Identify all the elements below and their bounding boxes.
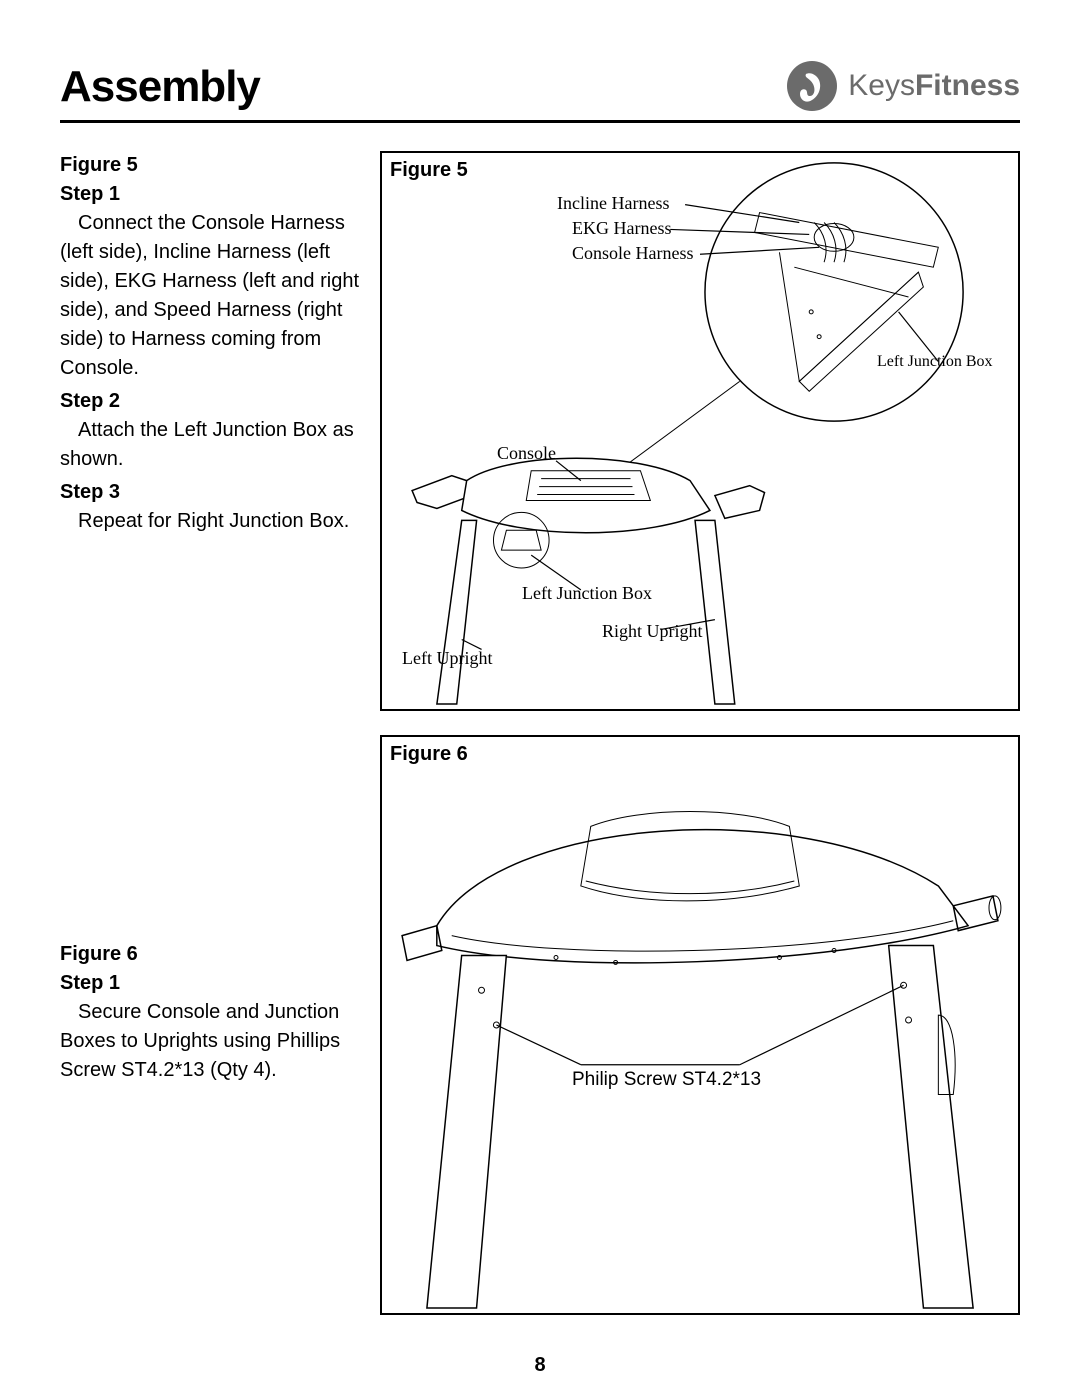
fig6-heading: Figure 6 xyxy=(60,940,360,969)
label-left-junction-box: Left Junction Box xyxy=(522,583,652,604)
instructions-column: Figure 5 Step 1 Connect the Console Harn… xyxy=(60,151,360,1315)
brand-block: KeysFitness xyxy=(786,60,1020,112)
brand-fitness: Fitness xyxy=(915,69,1020,102)
keysfitness-logo-icon xyxy=(786,60,838,112)
fig5-heading: Figure 5 xyxy=(60,151,360,180)
content-area: Figure 5 Step 1 Connect the Console Harn… xyxy=(60,151,1020,1315)
brand-text: KeysFitness xyxy=(848,69,1020,103)
fig5-step3-body: Repeat for Right Junction Box. xyxy=(60,507,360,536)
fig6-step1-label: Step 1 xyxy=(60,969,360,998)
fig6-step1-body: Secure Console and Junction Boxes to Upr… xyxy=(60,998,360,1085)
figure6-diagram xyxy=(382,737,1018,1313)
page-header: Assembly KeysFitness xyxy=(60,60,1020,123)
brand-keys: Keys xyxy=(848,69,915,102)
figures-column: Figure 5 xyxy=(380,151,1020,1315)
label-left-junction-box-detail: Left Junction Box xyxy=(877,353,993,371)
label-ekg-harness: EKG Harness xyxy=(572,218,671,239)
figure6-label: Figure 6 xyxy=(390,743,468,766)
label-right-upright: Right Upright xyxy=(602,621,703,642)
label-philip-screw: Philip Screw ST4.2*13 xyxy=(572,1069,761,1091)
fig5-step3-label: Step 3 xyxy=(60,478,360,507)
figure5-instructions: Figure 5 Step 1 Connect the Console Harn… xyxy=(60,151,360,536)
figure5-label: Figure 5 xyxy=(390,159,468,182)
fig5-step2-label: Step 2 xyxy=(60,387,360,416)
fig5-step1-body: Connect the Console Harness (left side),… xyxy=(60,209,360,383)
figure6-box: Figure 6 xyxy=(380,735,1020,1315)
page-title: Assembly xyxy=(60,62,260,112)
figure6-instructions: Figure 6 Step 1 Secure Console and Junct… xyxy=(60,940,360,1085)
fig5-step1-label: Step 1 xyxy=(60,180,360,209)
figure5-box: Figure 5 xyxy=(380,151,1020,711)
label-console: Console xyxy=(497,443,556,464)
label-console-harness: Console Harness xyxy=(572,243,693,264)
spacer xyxy=(60,540,360,940)
label-incline-harness: Incline Harness xyxy=(557,193,669,214)
page-number: 8 xyxy=(534,1354,545,1377)
fig5-step2-body: Attach the Left Junction Box as shown. xyxy=(60,416,360,474)
label-left-upright: Left Upright xyxy=(402,648,492,669)
